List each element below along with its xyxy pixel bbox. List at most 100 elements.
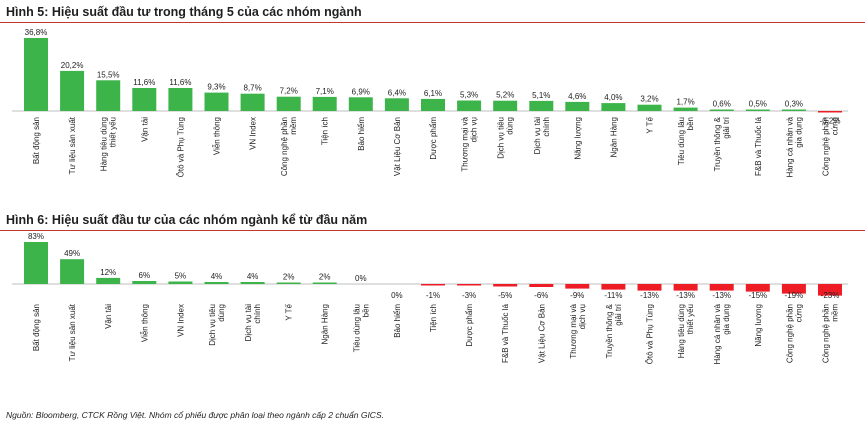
category-label: Bất động sản	[32, 304, 41, 351]
bar	[204, 92, 229, 111]
bar	[168, 281, 193, 284]
data-label: 15,5%	[97, 70, 120, 79]
category-label: Ngân Hàng	[321, 304, 330, 344]
data-label: 3,2%	[640, 95, 658, 104]
bar	[565, 101, 590, 111]
bar	[601, 103, 626, 111]
data-label: 4,6%	[568, 92, 586, 101]
category-label: Dịch vụ tiêudùng	[497, 117, 515, 159]
data-label: 7,2%	[280, 87, 298, 96]
category-label: Tư liệu sản xuất	[68, 303, 77, 361]
category-label: Năng lượng	[573, 117, 582, 160]
bar	[565, 284, 590, 289]
bar	[745, 284, 770, 292]
bar	[493, 100, 518, 111]
category-label: Viễn thông	[140, 304, 149, 342]
data-label: 5,1%	[532, 91, 550, 100]
bar	[529, 100, 554, 111]
data-label: -13%	[676, 291, 695, 300]
bar	[637, 104, 662, 111]
figure6-title: Hình 6: Hiệu suất đầu tư của các nhóm ng…	[6, 213, 368, 227]
category-label: F&B và Thuốc lá	[754, 116, 763, 176]
data-label: 6%	[139, 271, 151, 280]
data-label: 4%	[211, 272, 223, 281]
bar	[276, 96, 301, 111]
data-label: -19%	[785, 291, 804, 300]
data-label: 0,3%	[785, 100, 803, 109]
bar	[529, 284, 554, 287]
category-label: Ngân Hàng	[609, 117, 618, 157]
data-label: -23%	[821, 291, 840, 300]
bar	[493, 284, 518, 287]
data-label: 0%	[391, 291, 403, 300]
data-label: 12%	[100, 268, 116, 277]
data-label: -13%	[640, 291, 659, 300]
category-label: Công nghệ phầnmềm	[280, 117, 298, 177]
bar	[421, 98, 445, 111]
bar	[781, 109, 806, 111]
bar	[168, 88, 193, 111]
category-label: Vận tải	[104, 304, 113, 329]
figure6-title-rule	[0, 230, 865, 231]
category-label: Ôtô và Phụ Tùng	[646, 304, 655, 364]
category-label: Tiện ích	[429, 304, 438, 332]
category-label: Hàng cá nhân vàgia dụng	[785, 116, 803, 177]
bar	[818, 111, 842, 113]
bar	[132, 281, 157, 284]
category-label: Thương mại vàdịch vụ	[461, 116, 479, 171]
bar	[384, 98, 409, 111]
category-label: Thương mại vàdịch vụ	[569, 303, 587, 358]
bar	[96, 277, 121, 284]
bar	[60, 259, 85, 284]
figure5-bar-chart: 36,8% Bất động sản 20,2% Tư liệu sản xuất 15…	[12, 28, 848, 178]
bar	[24, 38, 48, 111]
data-label: 9,3%	[207, 83, 225, 92]
category-label: Hàng cá nhân vàgia dụng	[713, 303, 731, 364]
data-label: 5,3%	[460, 91, 478, 100]
bar	[709, 109, 734, 111]
bar	[421, 284, 445, 286]
data-label: -0,2%	[820, 117, 841, 126]
category-label: Vận tải	[140, 117, 149, 142]
category-label: Dịch vụ tàichính	[533, 117, 551, 155]
category-label: Bảo hiểm	[357, 117, 366, 151]
category-label: Y Tế	[285, 303, 294, 320]
category-label: Năng lượng	[754, 304, 763, 347]
data-label: 11,6%	[169, 78, 191, 87]
bar	[240, 282, 265, 284]
data-label: 5,2%	[496, 91, 514, 100]
bar	[60, 70, 85, 111]
data-label: 1,7%	[676, 98, 694, 107]
bar	[673, 107, 698, 111]
data-label: 83%	[28, 232, 44, 241]
category-label: Dược phẩm	[465, 304, 474, 347]
category-label: Ôtô và Phụ Tùng	[176, 117, 185, 177]
bar	[601, 284, 626, 290]
category-label: Truyền thông &giải trí	[713, 116, 731, 171]
bar	[240, 93, 265, 111]
data-label: -9%	[570, 291, 584, 300]
bar	[709, 284, 734, 291]
category-label: Dịch vụ tàichính	[244, 304, 262, 342]
bar	[96, 80, 121, 111]
bar	[457, 100, 482, 111]
data-label: 2%	[283, 273, 295, 282]
category-label: Dịch vụ tiêudùng	[208, 304, 226, 346]
data-label: 6,1%	[424, 89, 442, 98]
data-label: -6%	[534, 291, 548, 300]
category-label: Công nghệ phầncứng	[785, 304, 803, 363]
category-label: Truyền thông &giải trí	[605, 303, 623, 358]
category-label: Tiện ích	[321, 117, 330, 145]
category-label: Tiêu dùng lâubền	[352, 304, 370, 352]
bar	[745, 109, 770, 111]
data-label: 0%	[355, 274, 367, 283]
figure5-title-rule	[0, 22, 865, 23]
bar	[132, 88, 157, 111]
data-label: 8,7%	[243, 84, 261, 93]
category-label: VN Index	[176, 304, 185, 337]
data-label: 4,0%	[604, 93, 622, 102]
data-label: -5%	[498, 291, 512, 300]
bar	[276, 282, 301, 284]
category-label: Dược phẩm	[429, 117, 438, 160]
data-label: 6,9%	[352, 87, 370, 96]
